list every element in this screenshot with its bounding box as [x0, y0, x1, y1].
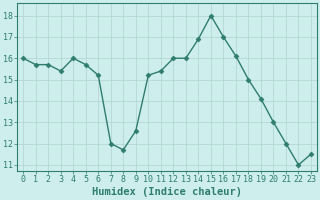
X-axis label: Humidex (Indice chaleur): Humidex (Indice chaleur)	[92, 187, 242, 197]
